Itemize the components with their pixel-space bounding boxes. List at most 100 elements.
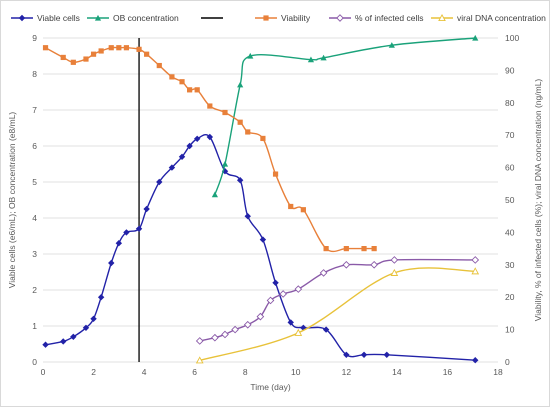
data-point-viability — [288, 203, 294, 210]
y-left-tick-label: 8 — [32, 69, 37, 79]
data-point-viable-cells — [287, 319, 294, 326]
grid-layer — [43, 37, 498, 363]
y-left-tick-label: 2 — [32, 285, 37, 295]
y-left-tick-label: 5 — [32, 177, 37, 187]
data-point-viability — [237, 119, 243, 125]
y-left-axis-title: Viable cells (e6/mL); OB concentration (… — [7, 112, 17, 289]
data-point-viability — [260, 135, 266, 142]
data-point-viable-cells — [186, 142, 193, 150]
data-point-viable-cells — [156, 178, 163, 186]
data-point-viable-cells — [206, 133, 214, 141]
data-point-viable-cells — [178, 153, 186, 160]
data-point-of-infected-cells — [319, 269, 328, 277]
data-point-ob-concentration — [307, 56, 315, 63]
data-point-viability — [300, 207, 306, 213]
y-left-tick-label: 9 — [32, 33, 37, 43]
legend-label-of-infected-cells: % of infected cells — [355, 13, 424, 23]
data-point-of-infected-cells — [211, 333, 219, 342]
data-point-of-infected-cells — [221, 330, 229, 339]
y-right-tick-label: 10 — [505, 325, 515, 335]
y-right-tick-label: 40 — [505, 227, 515, 237]
y-left-tick-label: 6 — [32, 141, 37, 151]
legend: Viable cells OB concentration Viability % o… — [11, 13, 546, 23]
data-point-viable-cells — [244, 213, 251, 220]
data-point-ob-concentration — [320, 54, 327, 61]
data-point-viability — [108, 45, 114, 51]
data-point-ob-concentration — [237, 81, 244, 88]
y-left-tick-label: 7 — [32, 105, 37, 115]
x-tick-label: 6 — [192, 367, 197, 377]
x-tick-label: 14 — [392, 367, 402, 377]
y-right-axis-title: Viability, % of infected cells (%); vira… — [533, 79, 543, 322]
data-point-viral-dna-concentration — [390, 268, 399, 276]
data-point-viable-cells — [143, 205, 150, 213]
data-point-ob-concentration — [221, 160, 229, 167]
data-point-viability — [144, 51, 150, 57]
y-left-tick-label: 1 — [32, 321, 37, 331]
y-right-tick-label: 80 — [505, 98, 515, 108]
data-point-viability — [156, 62, 162, 69]
data-point-viral-dna-concentration — [294, 328, 303, 336]
y-left-tick-label: 3 — [32, 249, 37, 259]
data-point-viability — [343, 246, 349, 252]
data-point-viable-cells — [123, 229, 130, 236]
series-layer — [42, 34, 480, 364]
y-right-tick-label: 50 — [505, 195, 515, 205]
series-line-viability — [45, 46, 375, 253]
x-axis-title: Time (day) — [250, 382, 290, 392]
data-point-viability — [42, 45, 49, 51]
x-tick-label: 8 — [243, 367, 248, 377]
data-point-viable-cells — [168, 164, 176, 171]
data-point-ob-concentration — [247, 52, 254, 59]
data-point-viability — [136, 46, 142, 52]
data-point-viability — [90, 51, 97, 57]
data-point-viability — [116, 45, 122, 51]
data-point-viable-cells — [82, 324, 90, 331]
data-point-viable-cells — [383, 351, 390, 358]
legend-label-viable-cells: Viable cells — [37, 13, 80, 23]
data-point-viable-cells — [60, 338, 67, 345]
y-right-tick-label: 70 — [505, 130, 515, 140]
y-left-tick-label: 4 — [32, 213, 37, 223]
data-point-viable-cells — [115, 240, 123, 247]
legend-marker-of-infected-cells — [336, 14, 344, 22]
data-point-viability — [187, 87, 193, 93]
legend-marker-viable-cells — [18, 14, 26, 22]
data-point-viability — [207, 103, 213, 109]
data-point-viability — [245, 129, 251, 135]
legend-label-ob-concentration: OB concentration — [113, 13, 179, 23]
data-point-viable-cells — [135, 225, 143, 232]
data-point-viability — [194, 87, 200, 93]
data-point-viability — [123, 45, 130, 51]
data-point-viability — [361, 246, 367, 252]
data-point-viable-cells — [472, 357, 479, 364]
x-tick-label: 16 — [443, 367, 453, 377]
data-point-viability — [83, 56, 89, 62]
series-line-ob-concentration — [214, 37, 476, 195]
data-point-of-infected-cells — [279, 290, 287, 298]
series-line-viral-dna-concentration — [199, 267, 476, 362]
data-point-of-infected-cells — [342, 260, 351, 269]
y-left-tick-label: 0 — [32, 357, 37, 367]
data-point-viable-cells — [272, 279, 279, 286]
data-point-viable-cells — [90, 315, 97, 322]
x-tick-label: 2 — [91, 367, 96, 377]
data-point-viable-cells — [236, 177, 244, 184]
y-right-tick-label: 60 — [505, 163, 515, 173]
data-point-ob-concentration — [211, 191, 218, 198]
data-point-viable-cells — [343, 351, 350, 358]
x-tick-label: 12 — [342, 367, 352, 377]
data-point-of-infected-cells — [390, 256, 399, 264]
y-right-tick-label: 100 — [505, 33, 519, 43]
data-point-viable-cells — [42, 341, 49, 348]
x-tick-label: 0 — [41, 367, 46, 377]
data-point-viability — [222, 109, 228, 116]
legend-label-viability: Viability — [281, 13, 311, 23]
data-point-viral-dna-concentration — [195, 356, 204, 364]
data-point-viable-cells — [97, 294, 105, 301]
legend-marker-viral-dna-concentration — [438, 13, 446, 22]
data-point-viable-cells — [360, 351, 368, 358]
data-point-viability — [60, 54, 66, 61]
